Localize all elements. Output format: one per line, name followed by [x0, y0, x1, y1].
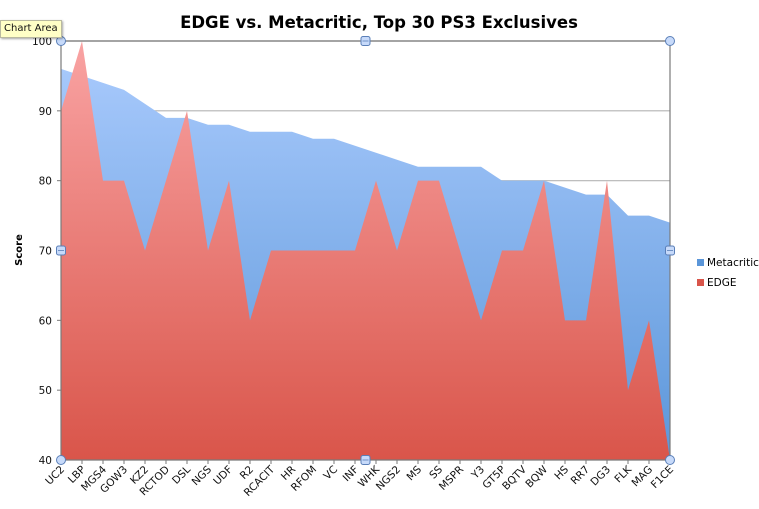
data-point-metacritic-mspr — [458, 164, 463, 169]
x-tick-label-mspr: MSPR — [437, 464, 466, 493]
legend-swatch-edge — [697, 279, 704, 286]
data-point-edge-dg3 — [605, 178, 610, 183]
data-point-edge-mspr — [458, 248, 463, 253]
y-tick-label: 60 — [39, 315, 52, 327]
x-tick-label-ms: MS — [405, 463, 425, 483]
chart-area-tooltip: Chart Area — [0, 20, 62, 38]
data-point-edge-r2 — [248, 318, 253, 323]
data-point-metacritic-ngs2 — [395, 157, 400, 162]
data-point-edge-vc — [332, 248, 337, 253]
resize-handle-corner[interactable] — [665, 36, 675, 46]
x-tick-label-uc2: UC2 — [43, 464, 67, 488]
y-tick-label: 90 — [39, 106, 52, 118]
data-point-metacritic-hs — [563, 185, 568, 190]
data-point-metacritic-kz2 — [143, 101, 148, 106]
data-point-metacritic-vc — [332, 136, 337, 141]
data-point-metacritic-ss — [437, 164, 442, 169]
data-point-metacritic-gow3 — [122, 87, 127, 92]
data-point-metacritic-bqtv — [521, 178, 526, 183]
x-tick-label-bqtv: BQTV — [500, 463, 530, 493]
data-point-metacritic-mgs4 — [101, 80, 106, 85]
area-series-edge[interactable] — [61, 41, 670, 460]
data-point-edge-mag — [647, 318, 652, 323]
data-point-edge-ms — [416, 178, 421, 183]
resize-handle-corner[interactable] — [665, 455, 675, 465]
y-axis-title: Score — [14, 234, 25, 266]
legend-label-metacritic: Metacritic — [707, 257, 759, 269]
x-tick-label-ngs2: NGS2 — [374, 464, 403, 493]
y-tick-label: 40 — [39, 455, 52, 467]
y-tick-label: 100 — [32, 36, 52, 48]
data-point-edge-ss — [437, 178, 442, 183]
x-tick-label-rr7: RR7 — [569, 464, 593, 488]
data-point-edge-flk — [626, 388, 631, 393]
data-point-edge-y3 — [479, 318, 484, 323]
legend-swatch-metacritic — [697, 259, 704, 266]
y-tick-label: 80 — [39, 176, 52, 188]
legend[interactable]: Metacritic EDGE — [697, 257, 759, 289]
data-point-edge-dsl — [185, 108, 190, 113]
y-tick-label: 50 — [39, 385, 52, 397]
data-point-edge-mgs4 — [101, 178, 106, 183]
plot-series — [61, 41, 670, 461]
x-tick-label-f1ce: F1CE — [649, 464, 676, 491]
data-point-edge-rfom — [311, 248, 316, 253]
data-point-metacritic-udf — [227, 122, 232, 127]
y-tick-label: 70 — [39, 246, 52, 258]
data-point-edge-rr7 — [584, 318, 589, 323]
data-point-metacritic-ngs — [206, 122, 211, 127]
data-point-edge-ngs — [206, 248, 211, 253]
x-tick-label-ngs: NGS — [190, 463, 215, 488]
data-point-metacritic-hr — [290, 129, 295, 134]
x-tick-label-bqw: BQW — [523, 463, 550, 490]
data-point-edge-gt5p — [500, 248, 505, 253]
data-point-metacritic-rr7 — [584, 192, 589, 197]
data-point-edge-whk — [374, 178, 379, 183]
data-point-edge-bqtv — [521, 248, 526, 253]
data-point-metacritic-mag — [647, 213, 652, 218]
chart-title: EDGE vs. Metacritic, Top 30 PS3 Exclusiv… — [180, 13, 578, 32]
x-tick-label-vc: VC — [321, 464, 340, 483]
data-point-metacritic-whk — [374, 150, 379, 155]
x-tick-label-dg3: DG3 — [588, 464, 613, 489]
data-point-metacritic-inf — [353, 143, 358, 148]
data-point-metacritic-flk — [626, 213, 631, 218]
data-point-edge-hs — [563, 318, 568, 323]
data-point-edge-bqw — [542, 178, 547, 183]
legend-label-edge: EDGE — [707, 277, 737, 289]
x-tick-label-udf: UDF — [211, 464, 235, 488]
data-point-edge-udf — [227, 178, 232, 183]
data-point-edge-kz2 — [143, 248, 148, 253]
data-point-edge-rcacit — [269, 248, 274, 253]
data-point-metacritic-rfom — [311, 136, 316, 141]
resize-handle-corner[interactable] — [56, 455, 66, 465]
selection-handles[interactable] — [56, 36, 675, 465]
data-point-metacritic-y3 — [479, 164, 484, 169]
data-point-edge-rctod — [164, 178, 169, 183]
data-point-metacritic-r2 — [248, 129, 253, 134]
data-point-metacritic-rcacit — [269, 129, 274, 134]
data-point-metacritic-gt5p — [500, 178, 505, 183]
data-point-edge-hr — [290, 248, 295, 253]
data-point-edge-inf — [353, 248, 358, 253]
x-tick-label-dsl: DSL — [170, 464, 193, 487]
data-point-edge-ngs2 — [395, 248, 400, 253]
data-point-metacritic-ms — [416, 164, 421, 169]
data-point-metacritic-rctod — [164, 115, 169, 120]
data-point-edge-gow3 — [122, 178, 127, 183]
